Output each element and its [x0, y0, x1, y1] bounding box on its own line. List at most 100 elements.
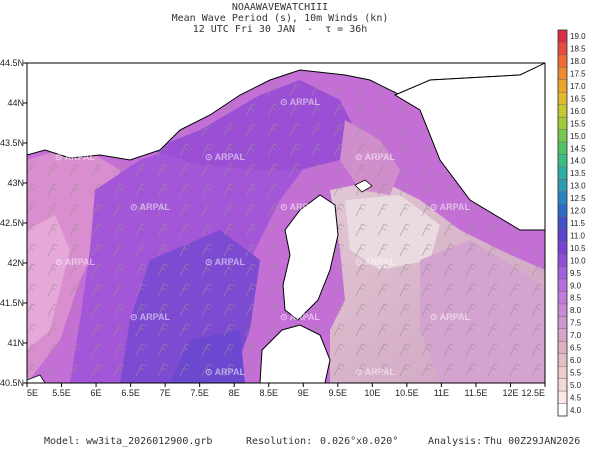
- colorbar-swatch: [557, 341, 568, 354]
- lat-tick-label: 43.5N: [0, 138, 24, 148]
- colorbar-label: 12.0: [570, 207, 586, 216]
- resolution-label: Resolution:: [246, 436, 313, 447]
- sardinia: [259, 324, 331, 383]
- title-line-variables: Mean Wave Period (s), 10m Winds (kn): [171, 13, 389, 24]
- arpal-watermark: ⊙ ARPAL: [430, 312, 471, 322]
- arpal-watermark: ⊙ ARPAL: [130, 202, 171, 212]
- colorbar-label: 16.0: [570, 107, 586, 116]
- watermark-layer: ⊙ ARPAL ⊙ ARPAL ⊙ ARPAL ⊙ ARPAL ⊙ ARPAL ⊙ ARP…: [55, 97, 471, 377]
- colorbar-label: 8.5: [570, 294, 582, 303]
- colorbar-swatch: [557, 229, 568, 242]
- lon-tick-label: 10.5E: [395, 388, 419, 398]
- resolution-value: 0.026°x0.020°: [320, 436, 399, 447]
- lat-tick-label: 43N: [7, 178, 24, 188]
- colorbar-swatch: [557, 54, 568, 68]
- map-title: NOAAWAVEWATCHIII Mean Wave Period (s), 1…: [0, 2, 560, 35]
- colorbar-swatch: [557, 378, 568, 392]
- colorbar-swatch: [557, 129, 568, 143]
- lon-tick-label: 5E: [27, 388, 38, 398]
- lon-tick-label: 9.5E: [329, 388, 348, 398]
- arpal-watermark: ⊙ ARPAL: [55, 257, 96, 267]
- title-line-time: 12 UTC Fri 30 JAN - τ = 36h: [192, 24, 368, 35]
- colorbar-label: 14.5: [570, 144, 586, 153]
- colorbar-swatch: [557, 316, 568, 330]
- colorbar-swatch: [557, 241, 568, 255]
- lon-tick-label: 11.5E: [465, 388, 488, 398]
- lat-tick-label: 44.5N: [0, 58, 24, 68]
- lon-tick-label: 8E: [229, 388, 240, 398]
- colorbar-swatch: [557, 303, 568, 317]
- colorbar-swatch: [557, 204, 568, 217]
- arpal-watermark: ⊙ ARPAL: [130, 97, 171, 107]
- arpal-watermark: ⊙ ARPAL: [130, 312, 171, 322]
- colorbar-label: 9.0: [570, 281, 582, 290]
- arpal-watermark: ⊙ ARPAL: [355, 367, 396, 377]
- colorbar-label: 10.5: [570, 244, 586, 253]
- colorbar-label: 14.0: [570, 157, 586, 166]
- colorbar-label: 12.5: [570, 194, 586, 203]
- colorbar-label: 5.5: [570, 368, 582, 377]
- colorbar-swatch: [557, 216, 568, 230]
- arpal-watermark: ⊙ ARPAL: [280, 312, 321, 322]
- colorbar-swatch: [557, 67, 568, 81]
- colorbar-swatch: [557, 390, 568, 404]
- colorbar-swatch: [557, 278, 568, 292]
- arpal-watermark: ⊙ ARPAL: [430, 202, 471, 212]
- arpal-watermark: ⊙ ARPAL: [205, 367, 246, 377]
- colorbar-frame: [557, 29, 568, 417]
- colorbar-label: 10.0: [570, 256, 586, 265]
- land-italy: [393, 63, 545, 231]
- colorbar-label: 18.5: [570, 45, 586, 54]
- arpal-watermark: ⊙ ARPAL: [205, 257, 246, 267]
- colorbar-label: 8.0: [570, 306, 582, 315]
- colorbar-label: 6.5: [570, 344, 582, 353]
- lat-tick-label: 44N: [7, 98, 24, 108]
- lon-tick-label: 10E: [364, 388, 380, 398]
- lat-tick-label: 40.5N: [0, 378, 24, 388]
- colorbar-swatch: [557, 353, 568, 367]
- colorbar-label: 11.5: [570, 219, 586, 228]
- map-field: [27, 63, 545, 383]
- lat-tick-label: 42.5N: [0, 218, 24, 228]
- model-value: ww3ita_2026012900.grb: [86, 436, 213, 447]
- lon-tick-label: 6.5E: [121, 388, 140, 398]
- colorbar-label: 5.0: [570, 381, 582, 390]
- arpal-watermark: ⊙ ARPAL: [205, 152, 246, 162]
- arpal-watermark: ⊙ ARPAL: [355, 152, 396, 162]
- colorbar-label: 19.0: [570, 32, 586, 41]
- colorbar-swatch: [557, 92, 568, 105]
- colorbar-swatch: [557, 141, 568, 155]
- colorbar-swatch: [557, 42, 568, 56]
- colorbar-swatch: [557, 291, 568, 305]
- colorbar-swatch: [557, 191, 568, 205]
- footer: Model: ww3ita_2026012900.grb Resolution:…: [0, 436, 600, 450]
- colorbar-label: 7.5: [570, 319, 582, 328]
- colorbar-swatch: [557, 116, 568, 130]
- latitude-axis: 40.5N 41N 41.5N 42N 42.5N 43N 43.5N 44N 44.5N: [0, 58, 27, 388]
- colorbar-swatch: [557, 79, 568, 93]
- lat-tick-label: 42N: [7, 258, 24, 268]
- colorbar-swatch: [557, 365, 568, 379]
- lat-tick-label: 41N: [7, 338, 24, 348]
- analysis-value: Thu 00Z29JAN2026: [484, 436, 581, 447]
- colorbar-swatch: [557, 166, 568, 180]
- colorbar-label: 18.0: [570, 57, 586, 66]
- corsica: [282, 194, 339, 321]
- analysis-label: Analysis:: [428, 436, 483, 447]
- colorbar-label: 7.0: [570, 331, 582, 340]
- colorbar-label: 17.0: [570, 82, 586, 91]
- arpal-watermark: ⊙ ARPAL: [55, 152, 96, 162]
- colorbar-label: 9.5: [570, 269, 582, 278]
- elba: [354, 179, 373, 193]
- lon-tick-label: 12E: [502, 388, 518, 398]
- land-southwest: [27, 374, 46, 383]
- colorbar-swatch: [557, 154, 568, 168]
- lon-tick-label: 7.5E: [190, 388, 209, 398]
- lon-tick-label: 12.5E: [521, 388, 545, 398]
- arpal-watermark: ⊙ ARPAL: [280, 97, 321, 107]
- lon-tick-label: 11E: [434, 388, 449, 398]
- colorbar-label: 6.0: [570, 356, 582, 365]
- model-label: Model:: [44, 436, 81, 447]
- arpal-watermark: ⊙ ARPAL: [280, 202, 321, 212]
